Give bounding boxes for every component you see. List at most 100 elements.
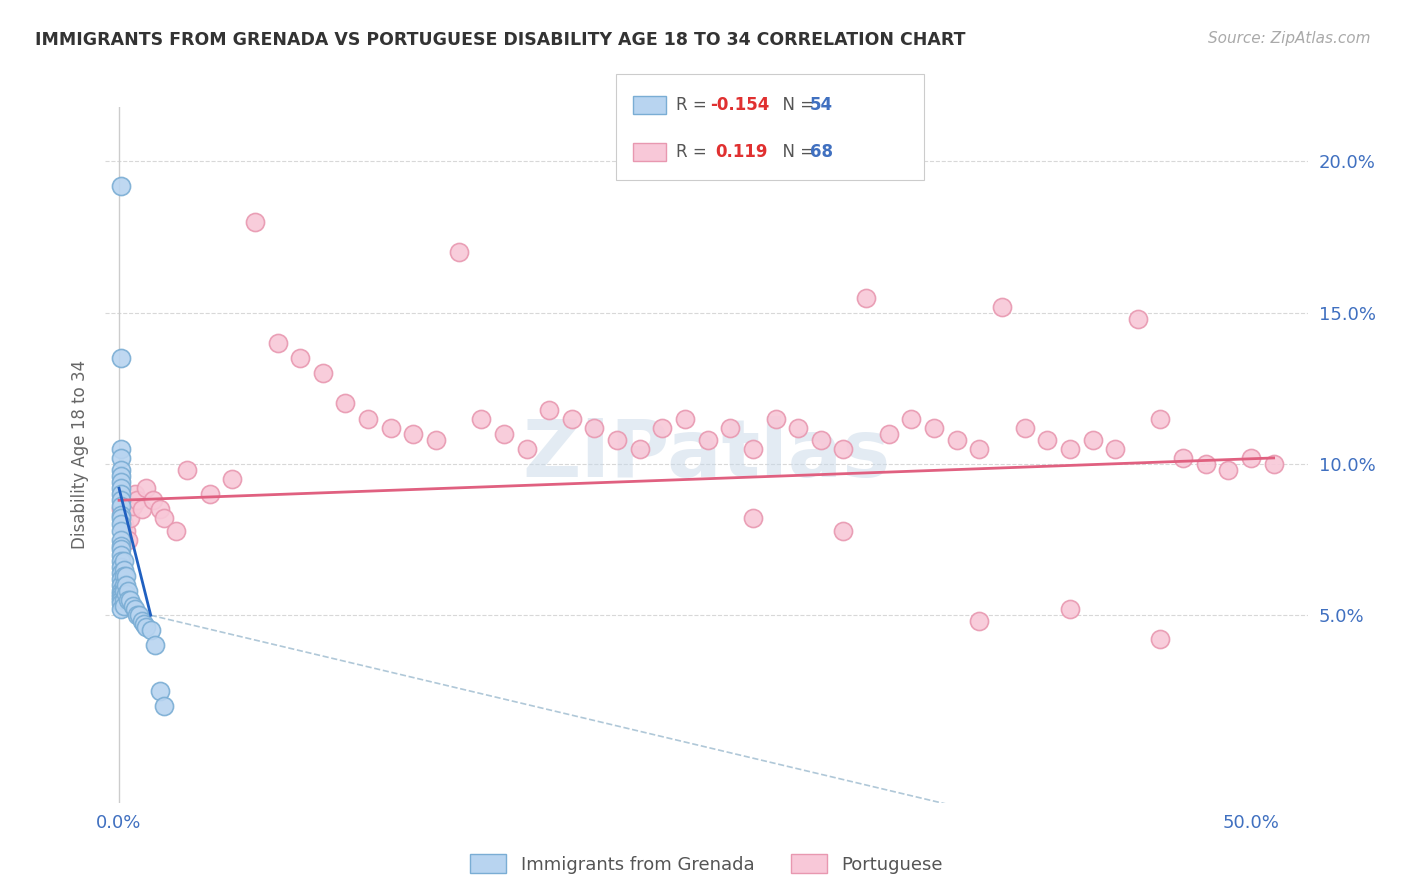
Point	[380, 420, 402, 434]
Point	[131, 615, 153, 629]
Point	[266, 336, 288, 351]
Point	[198, 487, 221, 501]
Point	[120, 511, 142, 525]
Point	[922, 420, 945, 434]
Point	[114, 587, 136, 601]
Point	[112, 593, 135, 607]
Point	[110, 524, 132, 538]
Point	[176, 463, 198, 477]
Point	[583, 420, 606, 434]
Point	[110, 517, 132, 532]
Point	[110, 548, 132, 562]
Point	[110, 554, 132, 568]
Point	[153, 511, 176, 525]
Point	[288, 351, 311, 365]
Point	[628, 442, 651, 456]
Point	[110, 559, 132, 574]
Point	[135, 481, 157, 495]
Point	[110, 587, 132, 601]
Point	[606, 433, 628, 447]
Point	[696, 433, 718, 447]
Point	[110, 351, 132, 365]
Point	[135, 620, 157, 634]
Point	[110, 442, 132, 456]
Point	[1171, 450, 1194, 465]
Point	[121, 599, 143, 614]
Point	[110, 602, 132, 616]
Point	[149, 502, 172, 516]
Point	[312, 366, 335, 380]
Text: IMMIGRANTS FROM GRENADA VS PORTUGUESE DISABILITY AGE 18 TO 34 CORRELATION CHART: IMMIGRANTS FROM GRENADA VS PORTUGUESE DI…	[35, 31, 966, 49]
Point	[832, 524, 855, 538]
Point	[470, 411, 492, 425]
Point	[110, 533, 132, 547]
Text: 68: 68	[810, 143, 832, 161]
Point	[110, 596, 132, 610]
Point	[127, 493, 149, 508]
Point	[110, 539, 132, 553]
Point	[149, 684, 172, 698]
Point	[110, 463, 132, 477]
Point	[110, 566, 132, 580]
Point	[127, 608, 149, 623]
Point	[492, 426, 515, 441]
Point	[1059, 442, 1081, 456]
Point	[1014, 420, 1036, 434]
Point	[945, 433, 967, 447]
Point	[128, 608, 150, 623]
Point	[538, 402, 561, 417]
Point	[112, 517, 135, 532]
Point	[114, 524, 136, 538]
Point	[742, 442, 765, 456]
Point	[110, 502, 132, 516]
Point	[110, 487, 132, 501]
Point	[142, 493, 165, 508]
Point	[1149, 632, 1171, 647]
Point	[110, 493, 132, 508]
Point	[787, 420, 810, 434]
Point	[1263, 457, 1285, 471]
Y-axis label: Disability Age 18 to 34: Disability Age 18 to 34	[72, 360, 90, 549]
Point	[1104, 442, 1126, 456]
Point	[877, 426, 900, 441]
Point	[447, 245, 470, 260]
Point	[561, 411, 583, 425]
Point	[120, 593, 142, 607]
Text: 0.119: 0.119	[716, 143, 768, 161]
Point	[718, 420, 741, 434]
Point	[112, 578, 135, 592]
Point	[153, 698, 176, 713]
Point	[969, 442, 991, 456]
Point	[1218, 463, 1240, 477]
Point	[1126, 311, 1149, 326]
Point	[357, 411, 380, 425]
Point	[110, 481, 132, 495]
Point	[114, 578, 136, 592]
Point	[110, 469, 132, 483]
Text: R =: R =	[676, 96, 713, 114]
Point	[110, 541, 132, 556]
Point	[900, 411, 922, 425]
Point	[139, 624, 162, 638]
Point	[991, 300, 1014, 314]
Point	[121, 500, 143, 514]
Point	[673, 411, 696, 425]
Text: R =: R =	[676, 143, 717, 161]
Point	[110, 572, 132, 586]
Point	[1240, 450, 1263, 465]
Point	[110, 475, 132, 490]
Point	[131, 502, 153, 516]
Point	[335, 396, 357, 410]
Text: N =: N =	[772, 143, 820, 161]
Point	[1081, 433, 1104, 447]
Text: N =: N =	[772, 96, 820, 114]
Point	[165, 524, 187, 538]
Point	[402, 426, 425, 441]
Point	[117, 593, 139, 607]
Point	[1036, 433, 1059, 447]
Point	[132, 617, 155, 632]
Point	[855, 291, 877, 305]
Point	[110, 450, 132, 465]
Point	[110, 511, 132, 525]
Point	[124, 487, 146, 501]
